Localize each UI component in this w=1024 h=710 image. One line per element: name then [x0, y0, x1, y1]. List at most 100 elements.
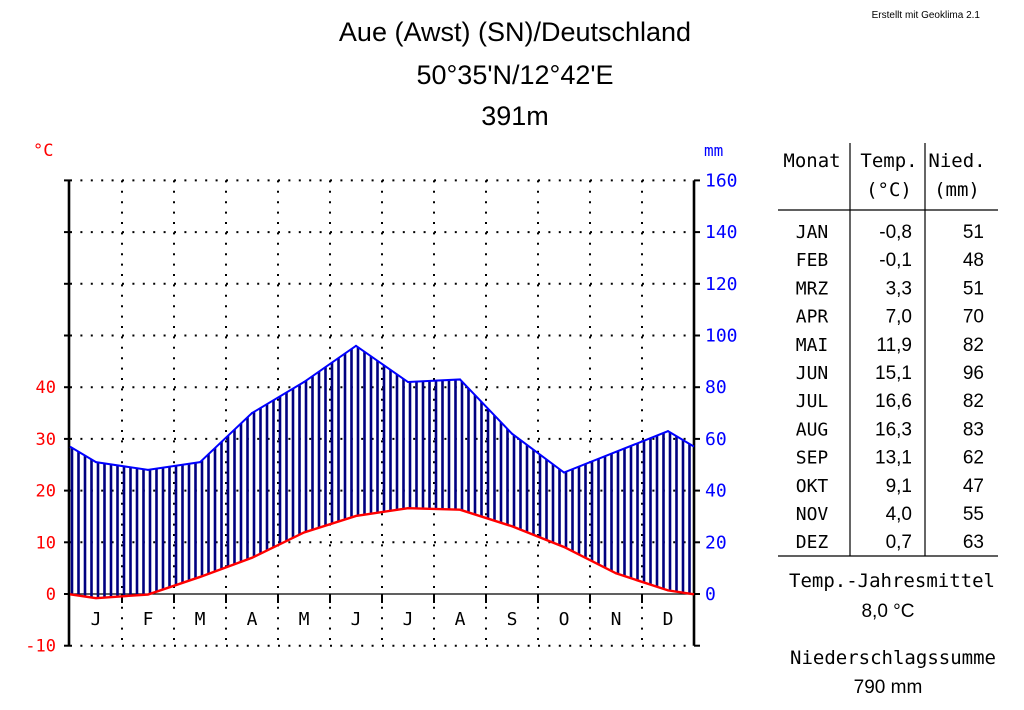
- month-label: J: [403, 609, 414, 630]
- table-header-temp-unit: (°C): [866, 179, 912, 201]
- temperature-point: [407, 507, 409, 510]
- table-cell-precip: 82: [963, 335, 984, 356]
- right-tick-label: 20: [705, 532, 727, 553]
- table-cell-temp: -0,1: [879, 250, 912, 271]
- temperature-line: [69, 506, 695, 600]
- table-cell-precip: 51: [963, 278, 984, 299]
- right-tick-label: 80: [705, 377, 727, 398]
- left-axis-label: °C: [33, 141, 53, 161]
- annual-temp-label: Temp.-Jahresmittel: [789, 570, 995, 592]
- station-elevation: 391m: [481, 101, 549, 131]
- annual-precip-label: Niederschlagssumme: [790, 647, 996, 669]
- table-header-precip-unit: (mm): [934, 179, 980, 201]
- month-label: A: [455, 609, 466, 630]
- left-tick-label: 10: [36, 533, 56, 553]
- right-tick-label: 120: [705, 274, 738, 295]
- month-label: J: [351, 609, 362, 630]
- table-cell-precip: 83: [963, 419, 984, 440]
- axis-labels: °C -10 0 10 20 30 40 mm 0 20 40 60 80 100 120 140 160 J F M…: [25, 141, 737, 657]
- table-cell-temp: 16,3: [875, 419, 912, 440]
- table-cell-temp: 13,1: [875, 448, 912, 469]
- table-cell-temp: 11,9: [876, 335, 912, 356]
- table-cell-month: JUN: [796, 363, 829, 384]
- table-cell-month: MRZ: [796, 278, 829, 299]
- series: [69, 344, 695, 600]
- table-cell-precip: 96: [963, 363, 984, 384]
- station-coordinates: 50°35'N/12°42'E: [416, 60, 614, 90]
- annual-precip-value: 790 mm: [854, 677, 923, 698]
- table-cell-month: OKT: [796, 476, 829, 497]
- temperature-point: [667, 589, 669, 592]
- precipitation-line: [69, 344, 695, 474]
- table-cell-temp: 4,0: [886, 504, 912, 525]
- precipitation-point: [511, 432, 513, 435]
- table-header-precip: Nied.: [928, 150, 985, 172]
- temperature-point: [303, 531, 305, 534]
- table-cell-month: DEZ: [796, 532, 829, 553]
- table-cell-month: FEB: [796, 250, 829, 271]
- table-cell-precip: 70: [963, 307, 984, 328]
- precipitation-point: [303, 381, 305, 384]
- table-cell-precip: 48: [963, 250, 984, 271]
- axes: [64, 179, 700, 647]
- table-cell-temp: 16,6: [875, 391, 912, 412]
- table-cell-precip: 63: [963, 532, 984, 553]
- table-cell-precip: 82: [963, 391, 984, 412]
- table-cell-precip: 55: [963, 504, 984, 525]
- left-tick-label: 0: [46, 585, 56, 605]
- table-cell-month: APR: [796, 307, 829, 328]
- temperature-point: [511, 525, 513, 528]
- credit-text: Erstellt mit Geoklima 2.1: [871, 10, 980, 21]
- table-header-temp: Temp.: [860, 150, 917, 172]
- table-cell-precip: 62: [963, 448, 984, 469]
- precipitation-point: [667, 430, 669, 433]
- table-cell-temp: 15,1: [875, 363, 912, 384]
- precipitation-point: [147, 468, 149, 471]
- table-cell-temp: 7,0: [886, 307, 912, 328]
- month-label: N: [611, 609, 622, 630]
- precipitation-point: [615, 450, 617, 453]
- right-tick-label: 60: [705, 429, 727, 450]
- annual-temp-value: 8,0 °C: [861, 601, 914, 622]
- month-label: J: [91, 609, 102, 630]
- left-tick-label: 30: [36, 430, 56, 450]
- right-tick-label: 100: [705, 326, 738, 347]
- right-tick-label: 0: [705, 584, 716, 605]
- table-cell-temp: 3,3: [886, 278, 912, 299]
- temperature-point: [95, 597, 97, 600]
- table-cell-month: NOV: [796, 504, 829, 525]
- month-label: M: [195, 609, 206, 630]
- temperature-point: [199, 575, 201, 578]
- precipitation-point: [95, 461, 97, 464]
- table-header-month: Monat: [783, 150, 840, 172]
- table-cell-month: AUG: [796, 419, 829, 440]
- month-label: A: [247, 609, 258, 630]
- table-cell-month: JUL: [796, 391, 829, 412]
- table-cell-month: JAN: [796, 222, 829, 243]
- right-tick-label: 140: [705, 222, 738, 243]
- table-cell-temp: -0,8: [879, 222, 912, 243]
- climate-table: Monat Temp. (°C) Nied. (mm) JAN -0,8 51 FEB -0,1 4…: [778, 143, 998, 698]
- precipitation-point: [459, 378, 461, 381]
- table-cell-month: MAI: [796, 335, 829, 356]
- table-cell-temp: 9,1: [886, 476, 912, 497]
- table-cell-precip: 47: [963, 476, 984, 497]
- right-tick-label: 160: [705, 170, 738, 191]
- precipitation-point: [355, 344, 357, 347]
- temperature-point: [147, 593, 149, 596]
- precipitation-point: [251, 412, 253, 415]
- precipitation-point: [199, 461, 201, 464]
- left-tick-label: -10: [25, 637, 56, 657]
- month-label: M: [299, 609, 310, 630]
- temperature-point: [355, 514, 357, 517]
- month-label: S: [507, 609, 518, 630]
- left-tick-label: 40: [36, 378, 56, 398]
- precipitation-point: [563, 471, 565, 474]
- temperature-point: [459, 508, 461, 511]
- temperature-point: [615, 572, 617, 575]
- left-tick-label: 20: [36, 482, 56, 502]
- temperature-point: [251, 556, 253, 559]
- precipitation-point: [407, 381, 409, 384]
- table-cell-temp: 0,7: [886, 532, 912, 553]
